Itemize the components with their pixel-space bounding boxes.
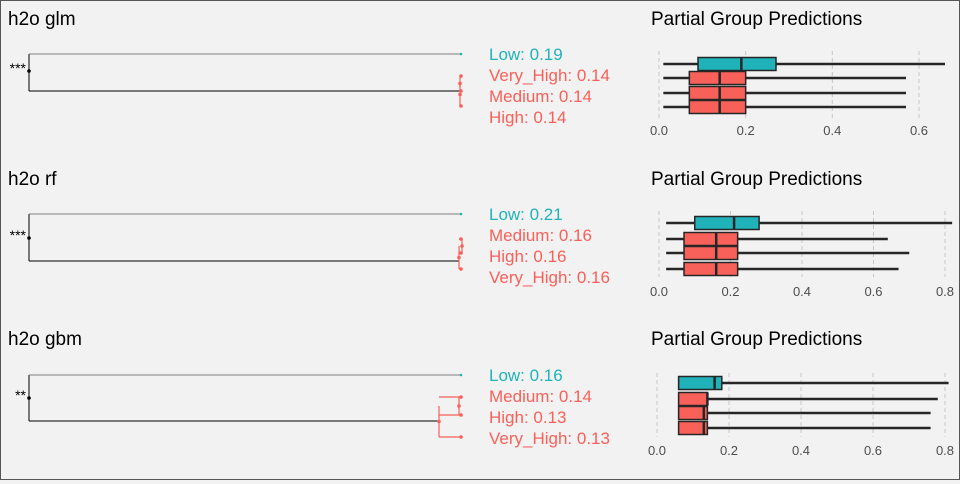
tick-label: 0.8 — [936, 284, 954, 299]
leaf-node-2 — [459, 413, 463, 417]
box-medium — [688, 85, 747, 101]
tick-label: 0.4 — [823, 123, 841, 138]
leaf-node-3 — [459, 267, 463, 271]
tick-label: 0.2 — [721, 284, 739, 299]
box-very-high — [688, 70, 747, 86]
leaf-label-very-high: Very_High: 0.14 — [489, 66, 610, 85]
tick-label: 0.2 — [720, 443, 738, 458]
cluster-join-node-1 — [457, 255, 461, 260]
leaf-label-low: Low: 0.16 — [489, 366, 563, 385]
cluster-join-node-0 — [457, 404, 461, 408]
root-node — [27, 236, 31, 240]
box-very-high — [677, 420, 709, 436]
significance-label: *** — [10, 227, 27, 243]
significance-label: ** — [15, 387, 26, 403]
box-high — [683, 245, 739, 261]
box-very-high — [683, 261, 739, 277]
tick-label: 0.0 — [650, 123, 668, 138]
significance-label: *** — [10, 60, 27, 76]
leaf-node-low — [459, 212, 463, 216]
leaf-node-1 — [459, 395, 463, 399]
box-low — [697, 56, 777, 72]
model-title: h2o gbm — [8, 329, 82, 350]
model-title: h2o glm — [8, 9, 76, 30]
box-high — [688, 99, 747, 115]
leaf-node-1 — [459, 74, 463, 78]
leaf-label-very-high: Very_High: 0.16 — [489, 268, 610, 287]
leaf-node-low — [459, 373, 463, 377]
tick-label: 0.4 — [793, 284, 811, 299]
leaf-node-2 — [459, 251, 463, 255]
panel-h2o-rf: h2o rf *** Low: 0.21 Medium: 0.16 High: 0.16… — [8, 169, 954, 299]
tick-label: 0.6 — [864, 443, 882, 458]
tick-label: 0.6 — [910, 123, 928, 138]
tick-label: 0.2 — [737, 123, 755, 138]
cluster-join-node-0 — [460, 244, 464, 248]
leaf-label-high: High: 0.16 — [489, 247, 567, 266]
box-low — [677, 375, 723, 391]
panel-h2o-glm: h2o glm *** Low: 0.19 Very_High: 0.14 Medium… — [8, 9, 945, 138]
leaf-node-1 — [459, 237, 463, 241]
leaf-label-very-high: Very_High: 0.13 — [489, 429, 610, 448]
leaf-label-medium: Medium: 0.14 — [489, 87, 592, 106]
leaf-label-high: High: 0.13 — [489, 408, 567, 427]
leaf-label-medium: Medium: 0.16 — [489, 226, 592, 245]
leaf-node-3 — [459, 435, 463, 439]
panel-h2o-gbm: h2o gbm ** Low: 0.16 Medium: 0.14 High: 0.13… — [8, 329, 954, 458]
boxplot-title: Partial Group Predictions — [651, 169, 862, 190]
leaf-node-low — [459, 52, 463, 56]
leaf-label-high: High: 0.14 — [489, 108, 567, 127]
leaf-node-2 — [459, 89, 463, 93]
tick-label: 0.4 — [792, 443, 810, 458]
cluster-join-node-1 — [458, 92, 462, 97]
leaf-node-3 — [459, 104, 463, 108]
box-medium — [677, 391, 709, 407]
root-node — [27, 396, 31, 400]
leaf-label-medium: Medium: 0.14 — [489, 387, 592, 406]
root-node — [27, 69, 31, 73]
boxplot-title: Partial Group Predictions — [651, 329, 862, 350]
tick-label: 0.0 — [648, 443, 666, 458]
leaf-label-low: Low: 0.19 — [489, 45, 563, 64]
boxplot-title: Partial Group Predictions — [651, 9, 862, 30]
cluster-join-node-1 — [437, 419, 441, 424]
tick-label: 0.8 — [936, 443, 954, 458]
tick-label: 0.6 — [864, 284, 882, 299]
tick-label: 0.0 — [650, 284, 668, 299]
model-title: h2o rf — [8, 169, 57, 190]
box-low — [694, 215, 760, 231]
box-high — [677, 405, 709, 421]
leaf-label-low: Low: 0.21 — [489, 205, 563, 224]
box-medium — [683, 231, 739, 247]
